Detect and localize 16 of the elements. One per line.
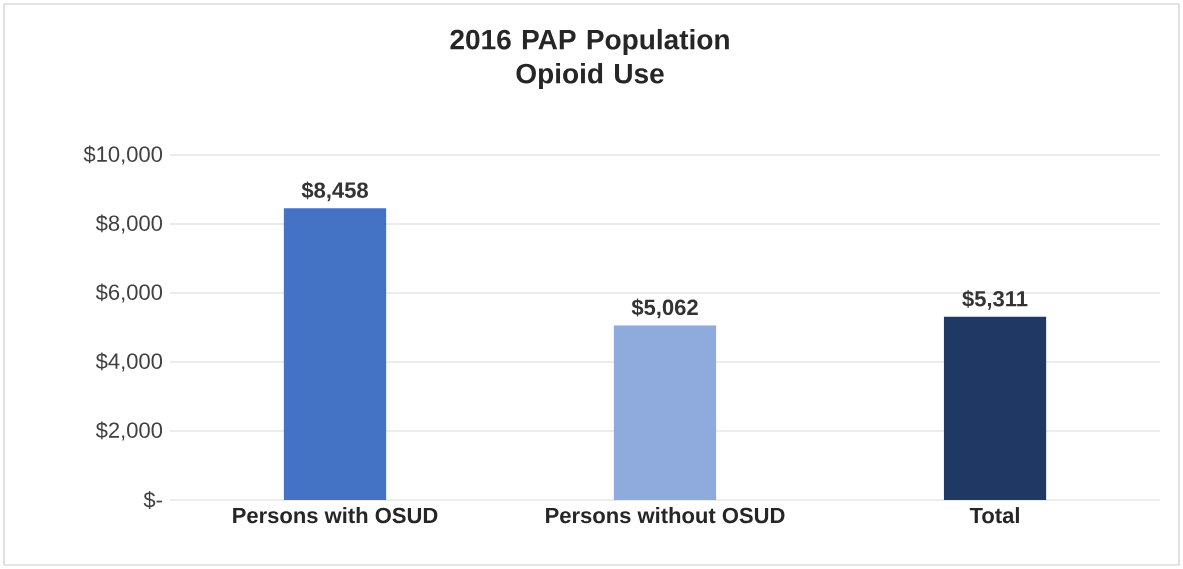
y-tick-label: $4,000	[95, 352, 163, 372]
y-tick-label: $8,000	[95, 214, 163, 234]
x-tick-label: Persons with OSUD	[233, 507, 438, 524]
x-tick-label: Total	[969, 507, 1019, 524]
bar	[283, 208, 387, 500]
data-label: $5,311	[962, 289, 1028, 310]
data-label: $5,062	[631, 298, 698, 319]
x-tick-label: Persons without OSUD	[546, 507, 785, 524]
data-label: $8,458	[301, 181, 368, 202]
bar	[613, 325, 717, 500]
y-tick-label: $6,000	[95, 283, 163, 303]
y-tick-label: $-	[143, 491, 162, 509]
y-tick-label: $10,000	[83, 145, 163, 165]
y-tick-label: $2,000	[95, 421, 163, 441]
chart-title: 2016 PAP Population Opioid Use	[450, 28, 729, 90]
bar	[943, 316, 1047, 500]
